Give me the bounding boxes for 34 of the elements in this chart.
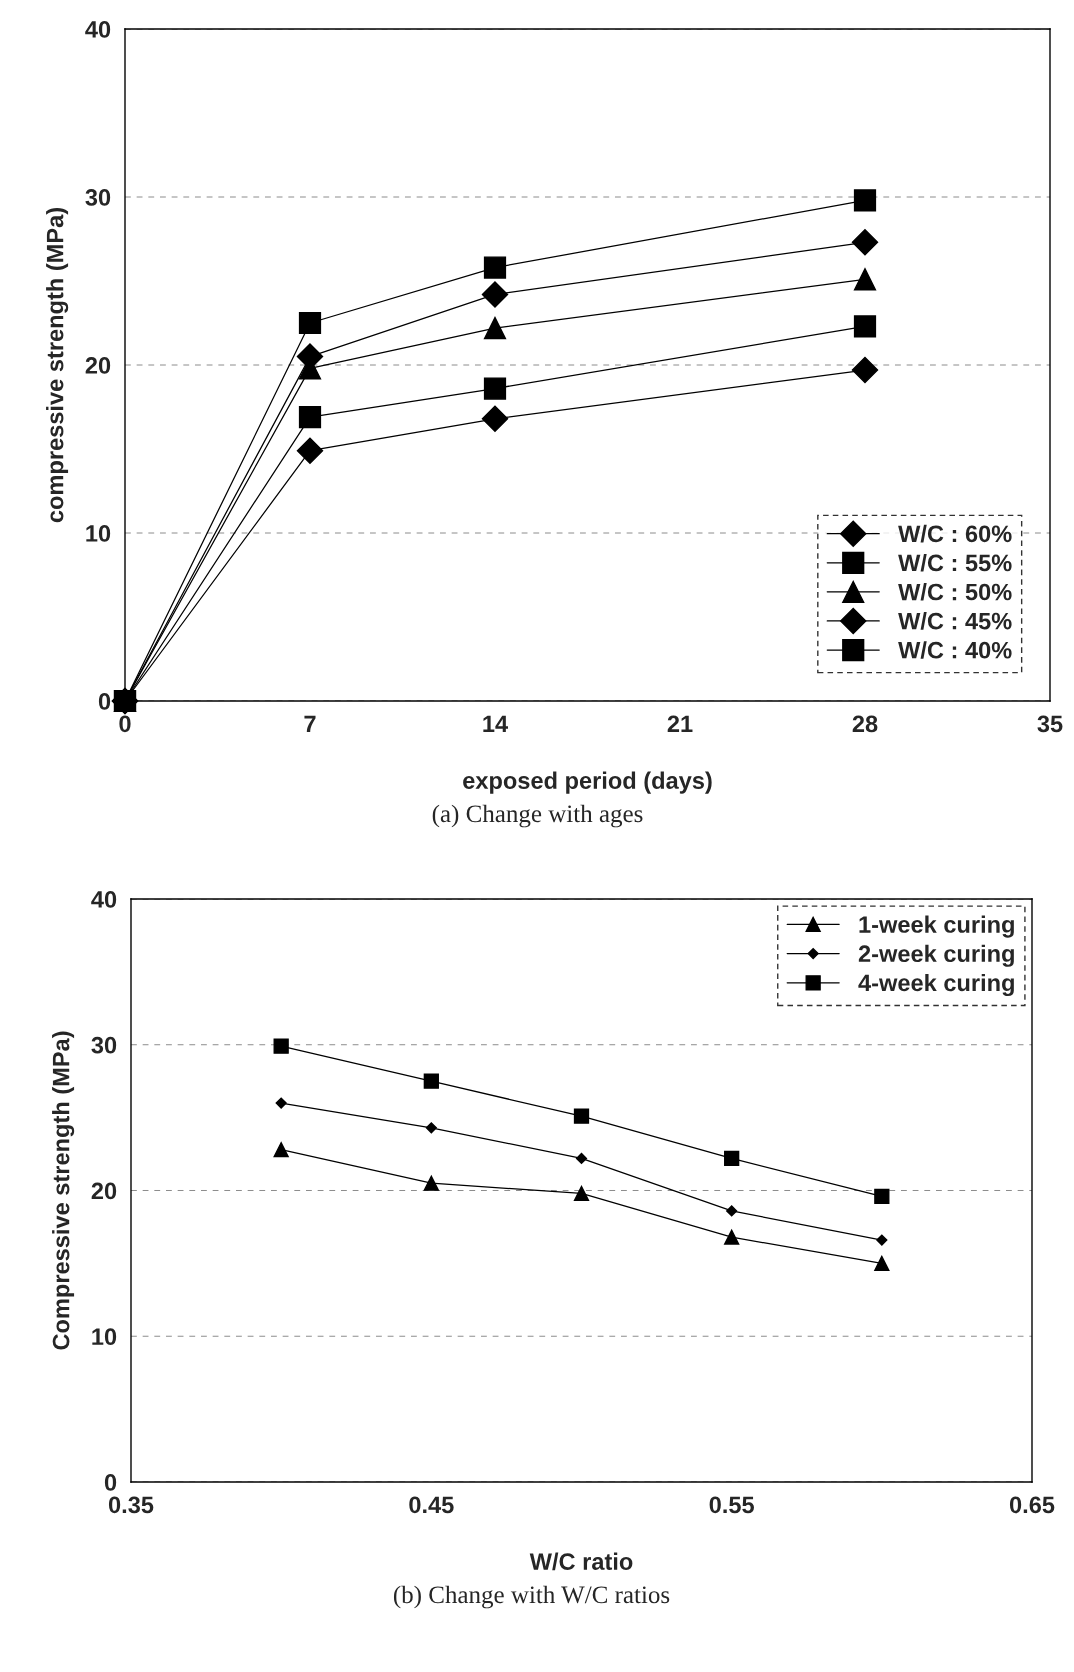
- y-tick-label: 20: [91, 1182, 117, 1200]
- x-axis-title: W/C ratio: [529, 1552, 633, 1571]
- x-tick-label: 0.65: [1009, 1496, 1055, 1514]
- x-tick-label: 0.55: [709, 1496, 754, 1514]
- y-tick-label: 40: [91, 891, 117, 908]
- x-tick-label: 21: [667, 715, 693, 732]
- y-tick-label: 10: [86, 525, 111, 542]
- x-tick-label: 35: [1037, 715, 1063, 733]
- legend-label: W/C : 55%: [898, 553, 1012, 572]
- x-tick-label: 7: [304, 715, 316, 732]
- x-axis-title: exposed period (days): [463, 771, 712, 794]
- text: (a) Change with ages: [432, 804, 643, 828]
- x-tick-label: 14: [483, 715, 509, 732]
- legend-label: 4-week curing: [858, 973, 1014, 997]
- x-tick-label: 28: [852, 715, 878, 733]
- legend-label: 1-week curing: [859, 915, 1014, 938]
- legend-label: W/C : 60%: [898, 524, 1012, 543]
- x-tick-label: 0.45: [409, 1496, 454, 1514]
- legend-label: W/C : 45%: [898, 612, 1012, 630]
- text: (b) Change with W/C ratios: [393, 1585, 670, 1609]
- legend-label: W/C : 50%: [898, 583, 1012, 601]
- y-tick-label: 40: [85, 21, 111, 38]
- y-tick-label: 30: [91, 1036, 117, 1054]
- legend-label: 2-week curing: [858, 944, 1014, 967]
- x-tick-label: 0: [119, 715, 131, 733]
- y-tick-label: 10: [92, 1328, 117, 1346]
- y-axis-title: Compressive strength (MPa): [52, 1031, 75, 1350]
- x-tick-label: 0.35: [108, 1496, 154, 1514]
- y-axis-title: compressive strength (MPa): [46, 208, 69, 523]
- y-tick-label: 30: [85, 189, 111, 206]
- y-tick-label: 20: [85, 357, 111, 374]
- y-tick-label: 0: [104, 1474, 117, 1491]
- y-tick-label: 0: [98, 693, 111, 710]
- legend-label: W/C : 40%: [898, 641, 1012, 659]
